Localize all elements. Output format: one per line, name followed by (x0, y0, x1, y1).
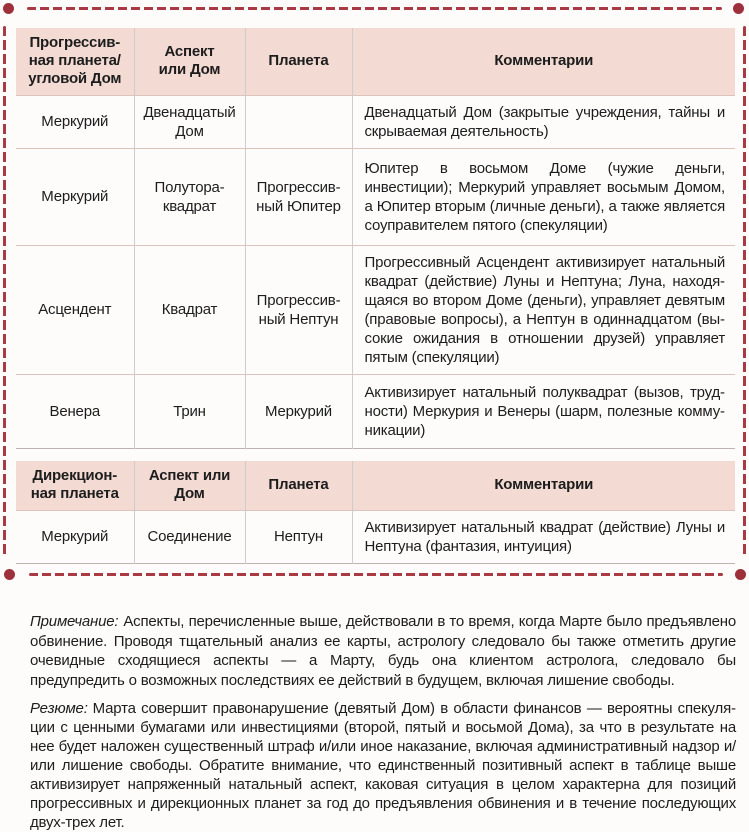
corner-dot-top-left (3, 3, 14, 14)
summary-label: Резюме: (30, 700, 88, 717)
corner-dot-bottom-left (4, 569, 15, 580)
cell-planet: Венера (16, 373, 134, 448)
cell-comment: Двенадцатый Дом (закрытые учреждения, та… (351, 94, 735, 148)
cell-planet2: Меркурий (244, 373, 352, 448)
note-text: Аспекты, перечисленные выше, действовали… (30, 613, 736, 689)
frame-line-right (743, 26, 746, 558)
cell-planet2: Прогрессив- ный Юпитер (244, 147, 352, 245)
cell-aspect: Двенадцатый Дом (133, 94, 245, 148)
header-directional-planet: Дирекцион- ная планета (16, 461, 134, 510)
cell-planet2: Прогрессив- ный Нептун (244, 244, 352, 374)
cell-comment: Активизирует натальный полуквадрат (вызо… (351, 373, 735, 448)
frame-line-top (27, 7, 722, 10)
cell-comment: Активизирует натальный квадрат (действие… (351, 509, 735, 563)
header-planet: Планета (244, 28, 352, 95)
table-row: Меркурий Полутора- квадрат Прогрессив- н… (16, 147, 735, 245)
cell-planet2: Нептун (244, 509, 352, 563)
header-comments: Комментарии (351, 28, 735, 95)
progressive-planets-table: Прогрессив- ная планета/ угловой Дом Асп… (16, 28, 735, 449)
header-planet: Планета (244, 461, 352, 510)
table-row: Венера Трин Меркурий Активизирует наталь… (16, 373, 735, 448)
cell-aspect: Квадрат (133, 244, 245, 374)
table-row: Меркурий Двенадцатый Дом Двенадцатый Дом… (16, 94, 735, 148)
cell-planet: Асцендент (16, 244, 134, 374)
cell-aspect: Соединение (133, 509, 245, 563)
note-label: Примечание: (30, 613, 119, 630)
table-header-row: Дирекцион- ная планета Аспект или Дом Пл… (16, 461, 735, 510)
cell-comment: Юпитер в восьмом Доме (чужие деньги, инв… (351, 147, 735, 245)
summary-text: Марта совершит правонарушение (девятый Д… (30, 700, 736, 831)
cell-planet: Меркурий (16, 94, 134, 148)
note-paragraph: Примечание: Аспекты, перечисленные выше, … (30, 612, 736, 690)
table-header-row: Прогрессив- ная планета/ угловой Дом Асп… (16, 28, 735, 95)
header-aspect-or-house: Аспект или Дом (133, 461, 245, 510)
corner-dot-bottom-right (735, 569, 746, 580)
corner-dot-top-right (733, 3, 744, 14)
cell-planet: Меркурий (16, 509, 134, 563)
cell-planet: Меркурий (16, 147, 134, 245)
table-row: Меркурий Соединение Нептун Активизирует … (16, 509, 735, 563)
header-progressive-planet: Прогрессив- ная планета/ угловой Дом (16, 28, 134, 95)
frame-line-left (3, 26, 6, 558)
header-aspect-or-house: Аспект или Дом (133, 28, 245, 95)
frame-line-bottom (29, 573, 723, 576)
table-row: Асцендент Квадрат Прогрессив- ный Нептун… (16, 244, 735, 374)
cell-comment: Прогрессивный Асцендент активизирует нат… (351, 244, 735, 374)
cell-aspect: Трин (133, 373, 245, 448)
summary-paragraph: Резюме: Марта совершит правонарушение (де… (30, 699, 736, 832)
cell-aspect: Полутора- квадрат (133, 147, 245, 245)
header-comments: Комментарии (351, 461, 735, 510)
cell-planet2 (244, 94, 352, 148)
directional-planets-table: Дирекцион- ная планета Аспект или Дом Пл… (16, 461, 735, 564)
